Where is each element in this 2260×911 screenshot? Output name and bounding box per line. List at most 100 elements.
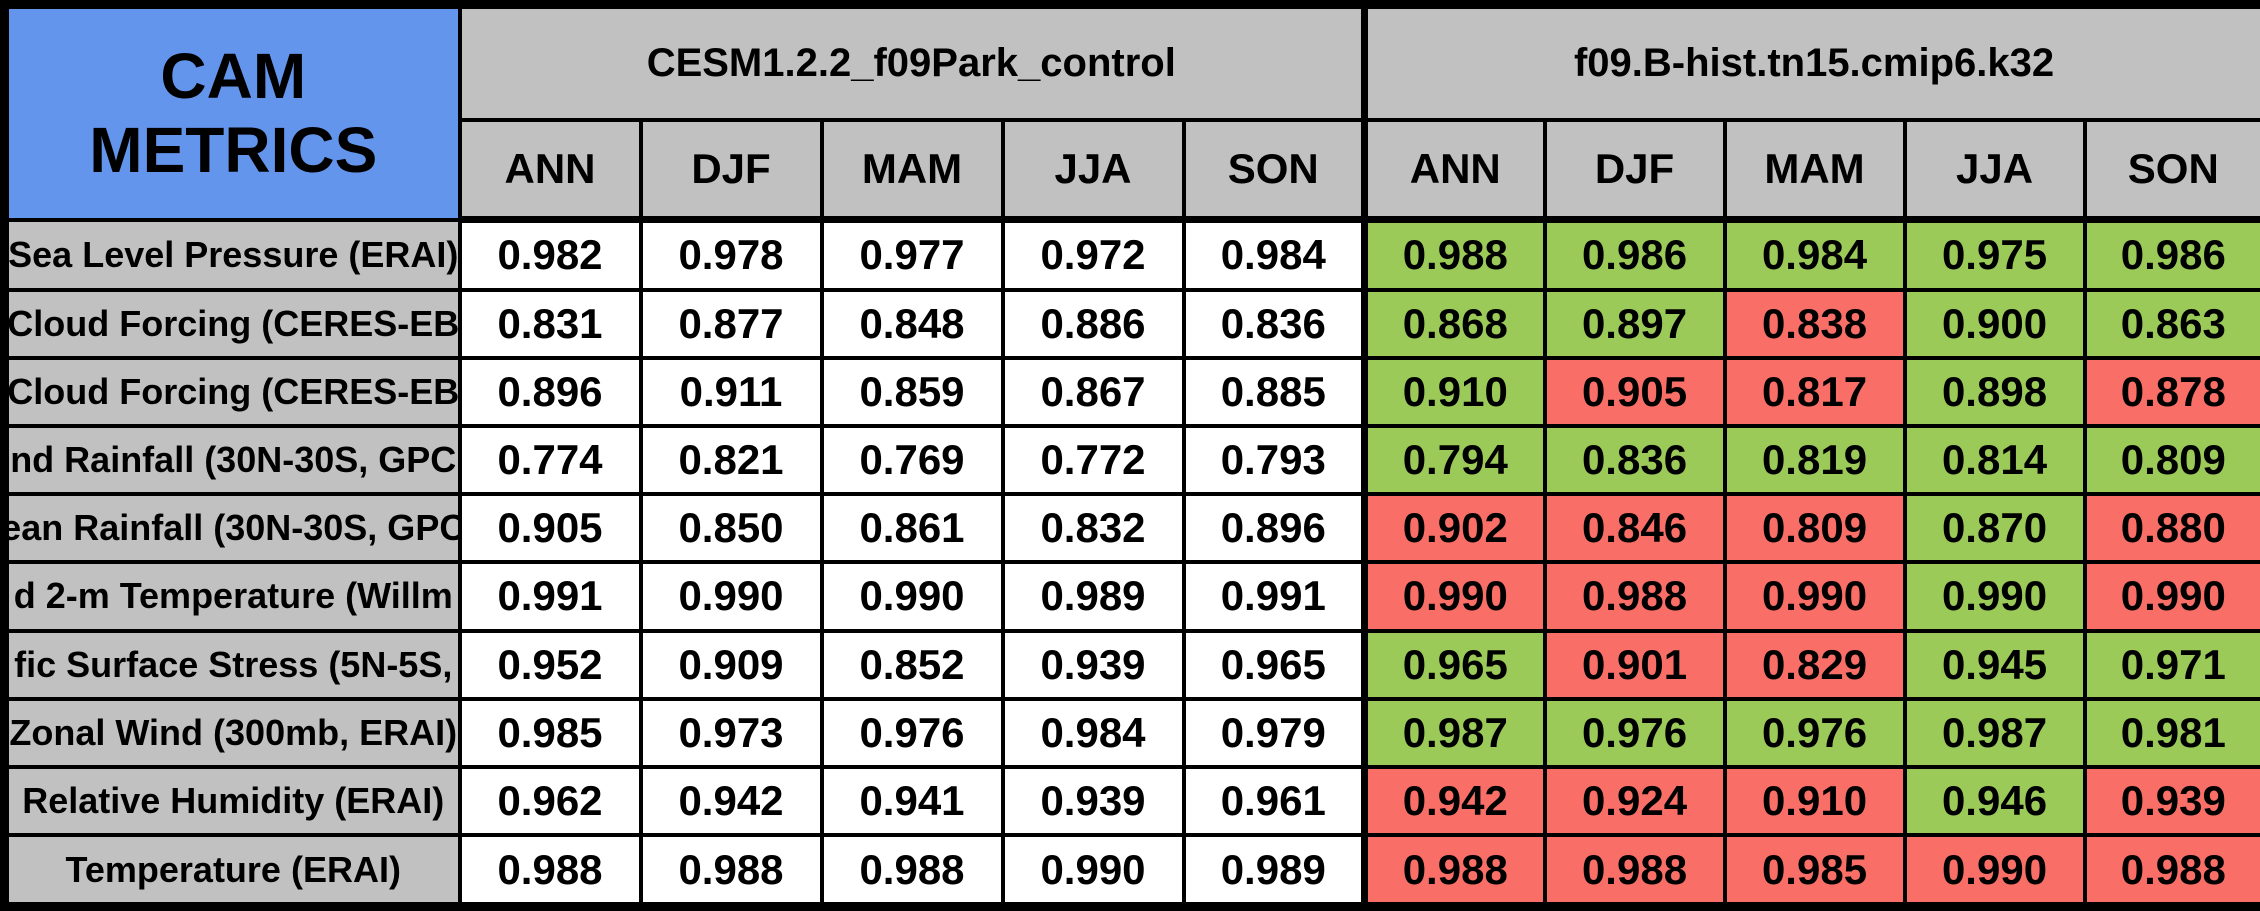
experiment-value-cell: 0.809: [1722, 492, 1907, 565]
control-value-cell: 0.832: [1000, 492, 1186, 565]
season-header-experiment-mam: MAM: [1722, 117, 1907, 223]
experiment-value-cell: 0.902: [1361, 492, 1547, 565]
control-value-cell: 0.985: [457, 696, 643, 769]
experiment-value-cell: 0.971: [2082, 628, 2260, 701]
control-value-cell: 0.905: [457, 492, 643, 565]
experiment-value-cell: 0.984: [1722, 217, 1907, 292]
control-value-cell: 0.973: [638, 696, 824, 769]
control-value-cell: 0.852: [819, 628, 1005, 701]
experiment-value-cell: 0.988: [1361, 833, 1547, 909]
control-value-cell: 0.896: [1181, 492, 1367, 565]
control-value-cell: 0.988: [638, 833, 824, 909]
experiment-value-cell: 0.898: [1902, 355, 2087, 428]
experiment-value-cell: 0.939: [2082, 764, 2260, 838]
control-value-cell: 0.977: [819, 217, 1005, 292]
control-value-cell: 0.859: [819, 355, 1005, 428]
control-value-cell: 0.978: [638, 217, 824, 292]
control-value-cell: 0.772: [1000, 423, 1186, 497]
experiment-value-cell: 0.878: [2082, 355, 2260, 428]
control-value-cell: 0.991: [457, 560, 643, 633]
experiment-value-cell: 0.945: [1902, 628, 2087, 701]
row-label: Cloud Forcing (CERES-EB: [2, 355, 462, 428]
row-label: Cloud Forcing (CERES-EB: [2, 287, 462, 360]
control-value-cell: 0.990: [638, 560, 824, 633]
season-header-control-ann: ANN: [457, 117, 643, 223]
experiment-value-cell: 0.981: [2082, 696, 2260, 769]
control-value-cell: 0.989: [1000, 560, 1186, 633]
experiment-value-cell: 0.976: [1542, 696, 1727, 769]
experiment-value-cell: 0.942: [1361, 764, 1547, 838]
row-label: fic Surface Stress (5N-5S,: [2, 628, 462, 701]
experiment-value-cell: 0.836: [1542, 423, 1727, 497]
row-label: Sea Level Pressure (ERAI): [2, 217, 462, 292]
season-header-experiment-son: SON: [2082, 117, 2260, 223]
row-label: nd Rainfall (30N-30S, GPC: [2, 423, 462, 497]
group-header-control: CESM1.2.2_f09Park_control: [457, 2, 1367, 122]
control-value-cell: 0.984: [1181, 217, 1367, 292]
control-value-cell: 0.848: [819, 287, 1005, 360]
table-row: ean Rainfall (30N-30S, GPC 0.905 0.850 0.86…: [2, 492, 2260, 565]
season-header-row: ANN DJF MAM JJA SON ANN DJF MAM JJA SON: [5, 117, 2260, 223]
control-value-cell: 0.867: [1000, 355, 1186, 428]
control-value-cell: 0.972: [1000, 217, 1186, 292]
season-header-control-mam: MAM: [819, 117, 1005, 223]
row-label: ean Rainfall (30N-30S, GPC: [2, 492, 462, 565]
table-row: Sea Level Pressure (ERAI) 0.982 0.978 0.977…: [2, 217, 2260, 292]
control-value-cell: 0.774: [457, 423, 643, 497]
season-header-experiment-djf: DJF: [1542, 117, 1727, 223]
experiment-value-cell: 0.988: [1542, 560, 1727, 633]
table-row: nd Rainfall (30N-30S, GPC 0.774 0.821 0.769…: [2, 423, 2260, 497]
experiment-value-cell: 0.838: [1722, 287, 1907, 360]
control-value-cell: 0.886: [1000, 287, 1186, 360]
group-header-row: CAM METRICS CESM1.2.2_f09Park_control f0…: [2, 2, 2260, 222]
control-value-cell: 0.962: [457, 764, 643, 838]
experiment-value-cell: 0.990: [1361, 560, 1547, 633]
control-value-cell: 0.991: [1181, 560, 1367, 633]
season-header-experiment-jja: JJA: [1902, 117, 2087, 223]
control-value-cell: 0.952: [457, 628, 643, 701]
table-row: fic Surface Stress (5N-5S, 0.952 0.909 0.85…: [2, 628, 2260, 701]
control-value-cell: 0.979: [1181, 696, 1367, 769]
experiment-value-cell: 0.988: [1542, 833, 1727, 909]
table-row: Relative Humidity (ERAI) 0.962 0.942 0.941 0…: [2, 764, 2260, 838]
experiment-value-cell: 0.988: [2082, 833, 2260, 909]
control-value-cell: 0.831: [457, 287, 643, 360]
control-value-cell: 0.988: [819, 833, 1005, 909]
control-value-cell: 0.989: [1181, 833, 1367, 909]
control-value-cell: 0.769: [819, 423, 1005, 497]
table-row: d 2-m Temperature (Willm 0.991 0.990 0.990 0…: [2, 560, 2260, 633]
experiment-value-cell: 0.987: [1361, 696, 1547, 769]
row-label: Zonal Wind (300mb, ERAI): [2, 696, 462, 769]
season-header-experiment-ann: ANN: [1361, 117, 1547, 223]
experiment-value-cell: 0.901: [1542, 628, 1727, 701]
control-value-cell: 0.942: [638, 764, 824, 838]
experiment-value-cell: 0.986: [1542, 217, 1727, 292]
experiment-value-cell: 0.924: [1542, 764, 1727, 838]
experiment-value-cell: 0.976: [1722, 696, 1907, 769]
metrics-rows: Sea Level Pressure (ERAI) 0.982 0.978 0.977…: [2, 217, 2260, 909]
control-value-cell: 0.984: [1000, 696, 1186, 769]
control-value-cell: 0.939: [1000, 628, 1186, 701]
experiment-value-cell: 0.975: [1902, 217, 2087, 292]
control-value-cell: 0.821: [638, 423, 824, 497]
experiment-value-cell: 0.897: [1542, 287, 1727, 360]
control-value-cell: 0.988: [457, 833, 643, 909]
control-value-cell: 0.861: [819, 492, 1005, 565]
experiment-value-cell: 0.846: [1542, 492, 1727, 565]
experiment-value-cell: 0.987: [1902, 696, 2087, 769]
season-header-control-djf: DJF: [638, 117, 824, 223]
experiment-value-cell: 0.990: [1722, 560, 1907, 633]
experiment-value-cell: 0.990: [1902, 833, 2087, 909]
control-value-cell: 0.990: [1000, 833, 1186, 909]
table-row: Cloud Forcing (CERES-EB 0.896 0.911 0.859 0.…: [2, 355, 2260, 428]
experiment-value-cell: 0.794: [1361, 423, 1547, 497]
experiment-value-cell: 0.817: [1722, 355, 1907, 428]
row-label: Temperature (ERAI): [2, 833, 462, 909]
control-value-cell: 0.885: [1181, 355, 1367, 428]
experiment-value-cell: 0.829: [1722, 628, 1907, 701]
experiment-value-cell: 0.868: [1361, 287, 1547, 360]
control-value-cell: 0.877: [638, 287, 824, 360]
control-value-cell: 0.793: [1181, 423, 1367, 497]
experiment-value-cell: 0.814: [1902, 423, 2087, 497]
control-value-cell: 0.976: [819, 696, 1005, 769]
